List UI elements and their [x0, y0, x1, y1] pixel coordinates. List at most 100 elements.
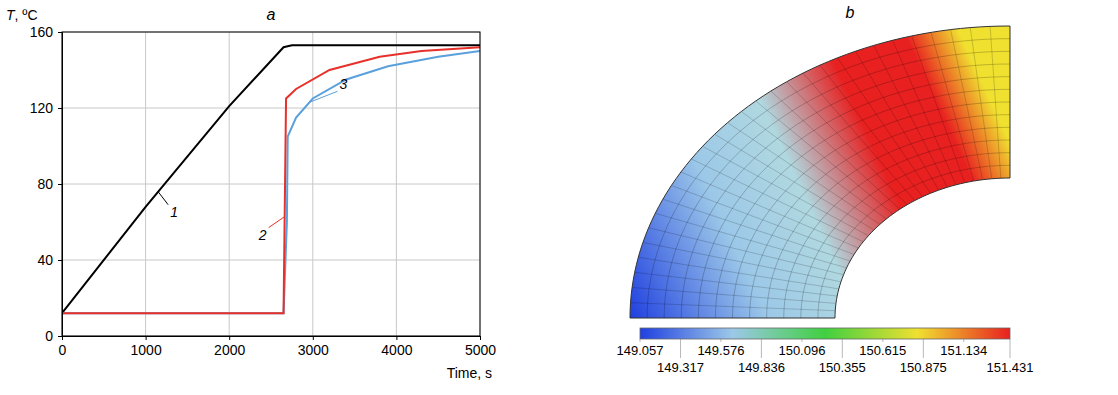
- mesh-line: [855, 51, 938, 190]
- panel: 0 1000 2000 3000 4000 5000 0 40 80 120 160T, ºC Tim…: [6, 6, 496, 381]
- mesh-line: [801, 153, 1010, 318]
- color-bar-tick: [761, 339, 762, 358]
- x-tick-label: 3000: [298, 342, 329, 358]
- mesh-line: [820, 65, 923, 197]
- color-bar-tick: [640, 339, 641, 342]
- color-bar-tick: [801, 339, 802, 342]
- y-tick-label: 40: [37, 252, 53, 268]
- y-tick-label: 160: [30, 24, 54, 40]
- y-tick-label: 80: [37, 176, 53, 192]
- mesh-line: [750, 115, 1010, 318]
- y-tick: 40: [37, 252, 62, 268]
- y-axis-line: [58, 33, 63, 337]
- mesh-line: [671, 185, 854, 254]
- color-bar-label: 151.134: [940, 343, 987, 358]
- y-tick: 0: [45, 328, 62, 344]
- mesh-line: [741, 112, 886, 219]
- y-tick-mark: [58, 184, 62, 185]
- x-axis-title: Time, s: [447, 365, 492, 381]
- mesh-line: [951, 30, 983, 180]
- color-bar-tick: [1010, 339, 1011, 358]
- x-tick-mark: [396, 336, 397, 340]
- color-bar: [640, 328, 1010, 339]
- mesh-line: [681, 172, 859, 248]
- leader-line: [269, 217, 285, 228]
- x-tick: 0: [59, 336, 67, 358]
- mesh-line: [715, 134, 874, 230]
- mesh-line: [681, 64, 1010, 318]
- color-bar-tick: [680, 339, 681, 358]
- mesh-line: [767, 127, 1010, 318]
- y-tick-label: 120: [30, 100, 54, 116]
- x-tick-mark: [480, 336, 481, 340]
- mesh-line: [664, 51, 1010, 318]
- x-tick-label: 4000: [381, 342, 412, 358]
- mesh-line: [893, 40, 956, 185]
- mesh-line: [631, 303, 836, 311]
- mesh-line: [733, 102, 1011, 318]
- series-group: [62, 45, 480, 313]
- color-bar-label: 150.615: [859, 343, 906, 358]
- mesh-line: [632, 287, 836, 303]
- mesh-line: [698, 77, 1010, 318]
- x-tick-label: 5000: [465, 342, 496, 358]
- mesh-line: [771, 91, 900, 209]
- color-bar-label: 150.875: [900, 360, 947, 375]
- mesh-line: [715, 89, 1010, 318]
- x-axis-line: [63, 337, 481, 341]
- mesh-line: [970, 28, 991, 179]
- mesh-line: [756, 101, 893, 214]
- color-bar-label: 149.317: [657, 360, 704, 375]
- x-tick: 4000: [381, 336, 412, 358]
- series-line: [62, 51, 480, 313]
- mesh-line: [818, 165, 1010, 318]
- panel-label: a: [267, 6, 276, 23]
- x-tick-label: 2000: [214, 342, 245, 358]
- color-bar-label: 149.576: [697, 343, 744, 358]
- mesh-line: [990, 26, 1001, 178]
- grid-line-y: [62, 184, 480, 185]
- color-bar-label: 149.836: [738, 360, 785, 375]
- y-tick: 120: [30, 100, 62, 116]
- series-label: 2: [258, 227, 267, 243]
- grid-line-y: [62, 108, 480, 109]
- mesh-line: [703, 146, 869, 235]
- mesh-line: [663, 199, 850, 261]
- leader-line: [158, 192, 168, 205]
- y-tick: 160: [30, 24, 62, 40]
- y-tick-mark: [58, 32, 62, 33]
- color-bar-tick: [963, 339, 964, 342]
- grid: [62, 32, 480, 336]
- x-tick: 2000: [214, 336, 245, 358]
- x-tick-label: 0: [59, 342, 67, 358]
- x-tick: 5000: [465, 336, 496, 358]
- series-line: [62, 45, 480, 313]
- series-line: [62, 47, 480, 313]
- x-tick-mark: [313, 336, 314, 340]
- color-bar-label: 149.057: [617, 343, 664, 358]
- color-bar-tick: [923, 339, 924, 358]
- model-surface: [630, 26, 1010, 318]
- color-bar-label: 150.096: [778, 343, 825, 358]
- x-tick-mark: [229, 336, 230, 340]
- mesh-line: [728, 123, 880, 225]
- panel-label: b: [846, 4, 855, 21]
- color-bar-tick: [882, 339, 883, 342]
- y-tick-label: 0: [45, 328, 53, 344]
- mesh-line: [647, 39, 1010, 318]
- x-tick: 1000: [131, 336, 162, 358]
- y-tick-mark: [58, 260, 62, 261]
- mesh: [631, 26, 1010, 318]
- leader-line: [309, 91, 337, 102]
- mesh-line: [837, 58, 930, 193]
- figure: 0 1000 2000 3000 4000 5000 0 40 80 120 160T, ºC Tim…: [0, 0, 1118, 395]
- y-axis-title: T, ºC: [6, 7, 38, 23]
- color-bar-tick: [842, 339, 843, 358]
- mesh-line: [691, 159, 863, 242]
- plot-frame: [62, 32, 480, 336]
- color-bar-label: 150.355: [819, 360, 866, 375]
- x-tick-label: 1000: [131, 342, 162, 358]
- x-axis: 0 1000 2000 3000 4000 5000: [59, 336, 497, 358]
- series-label: 3: [340, 76, 348, 92]
- x-tick: 3000: [298, 336, 329, 358]
